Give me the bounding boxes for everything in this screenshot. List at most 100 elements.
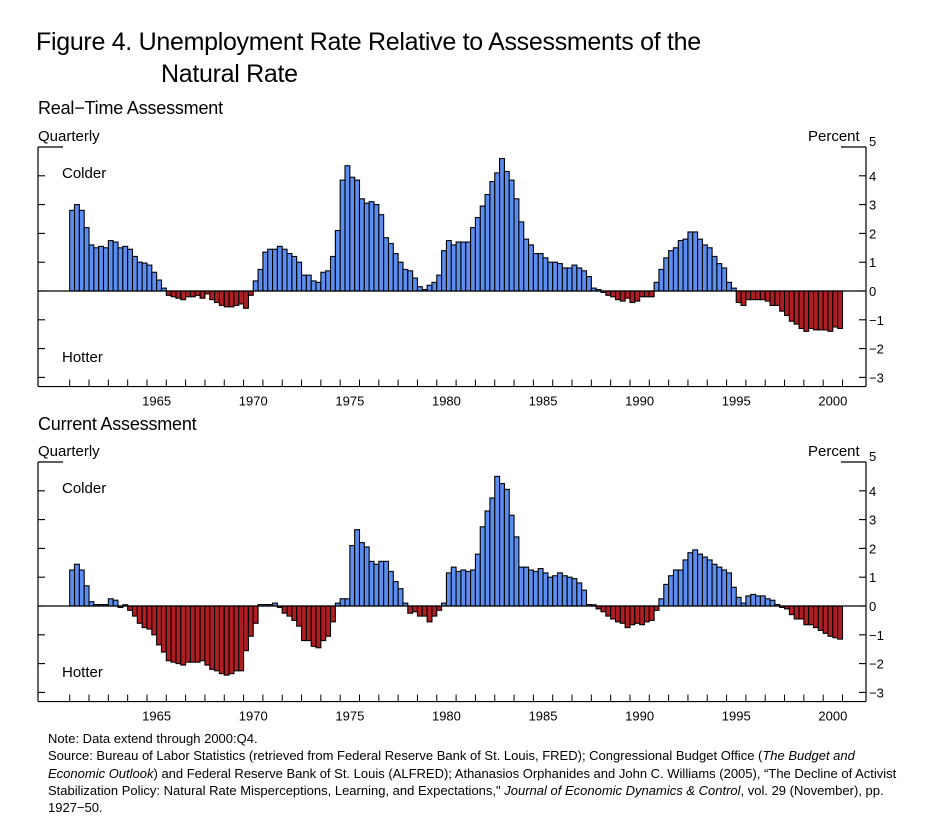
bar [156,605,163,646]
bar [286,605,293,617]
bar [93,247,100,292]
bar [697,553,703,607]
bar [585,276,592,292]
bar [233,290,240,306]
bar [629,605,636,626]
bar [745,595,752,607]
y-tick-label: 0 [869,599,876,614]
bar [716,263,723,292]
x-tick-label: 1980 [432,394,461,409]
y-tick-label: 4 [869,169,876,184]
bar [697,238,703,292]
bar [286,253,293,292]
bar [658,268,665,292]
bar [735,596,742,607]
bar [470,227,476,292]
bar [527,569,534,607]
bar [610,290,617,298]
bar [788,605,795,616]
bar [803,605,810,626]
bar [672,247,679,292]
bar [532,570,539,607]
y-tick-label: 0 [869,284,876,299]
bar [450,566,457,607]
bar [711,255,718,292]
bar [165,290,172,296]
y-tick-label: 5 [869,449,876,464]
bar [141,605,148,629]
bar [83,227,90,292]
bar [460,569,467,607]
bar [470,569,476,607]
bar [527,244,534,292]
bar [474,217,481,292]
bar [663,257,670,292]
bar [344,165,351,292]
bar [827,605,834,637]
bar [571,264,578,292]
bar [436,605,443,611]
bar [783,290,790,317]
bar [706,247,713,292]
bar [750,290,757,301]
bar [247,605,254,637]
x-tick-label: 1975 [335,709,364,724]
figure-title: Figure 4. Unemployment Rate Relative to … [36,26,701,90]
bar [315,605,322,649]
bar [209,290,216,301]
bar [402,268,409,292]
bar [639,605,646,626]
x-tick-label: 2000 [818,394,847,409]
bar [431,605,438,617]
bar [214,290,220,304]
bar [518,566,525,607]
bar [214,605,220,672]
bar [73,563,80,607]
bar [412,605,419,613]
bar [643,290,650,298]
bar [701,244,708,292]
panel2-frequency-label: Quarterly [38,443,100,460]
bar [180,290,187,301]
bar [378,214,385,292]
bar [112,241,119,292]
bar [291,255,298,292]
bar [349,176,356,292]
bar [141,262,148,292]
bar [170,605,177,663]
bar [387,570,394,607]
bar [769,290,776,306]
bar [185,605,191,663]
bar [300,605,307,642]
bar [69,209,76,292]
bar [358,198,365,292]
bar [455,570,462,607]
bar [479,205,486,292]
bar [624,290,631,299]
bar [605,605,612,617]
bar [711,563,718,607]
hotter-annotation: Hotter [62,349,103,366]
bar [619,605,626,624]
bar [812,605,819,629]
bar [329,255,336,292]
bar [692,231,699,292]
bar [194,290,201,296]
bar [238,605,245,672]
bar [668,575,674,607]
bar [383,560,390,607]
bar [721,569,728,607]
bar [368,560,375,607]
bar [489,181,496,292]
x-tick-label: 1985 [529,709,558,724]
bar [146,264,153,292]
x-tick-label: 1965 [142,709,171,724]
panel1-unit-label: Percent [808,128,860,145]
bar [793,605,800,620]
bar [716,566,723,607]
bar [146,605,153,630]
bar [576,267,583,292]
bar [98,245,105,292]
bar [537,253,544,292]
bar [750,593,757,607]
